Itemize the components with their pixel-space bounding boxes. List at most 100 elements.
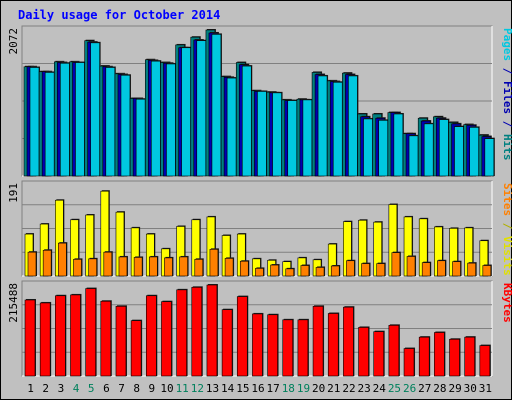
bar-pages-day-18 xyxy=(287,99,298,177)
legend-label: Pages / Files / Hits xyxy=(501,28,512,161)
bar-sites-day-4 xyxy=(73,258,83,277)
x-tick-label: 20 xyxy=(312,382,325,395)
x-tick-label: 23 xyxy=(358,382,371,395)
bar-pages-day-4 xyxy=(75,61,86,177)
bar-kbytes-day-18 xyxy=(282,318,294,377)
bar-sites-day-2 xyxy=(42,249,53,277)
bar-sites-day-31 xyxy=(482,264,492,277)
x-tick-label: 5 xyxy=(88,382,95,395)
bar-pages-day-2 xyxy=(44,71,56,177)
chart-title: Daily usage for October 2014 xyxy=(18,8,220,22)
bar-sites-day-12 xyxy=(194,258,204,277)
bar-kbytes-day-11 xyxy=(176,288,188,377)
panel-pages-files-hits: 2072 Pages / Files / Hits xyxy=(7,25,512,177)
bar-pages-day-3 xyxy=(60,62,71,177)
bar-sites-day-11 xyxy=(179,255,189,277)
bar-pages-day-9 xyxy=(150,60,162,177)
x-tick-label: 1 xyxy=(27,382,34,395)
bar-kbytes-day-10 xyxy=(161,300,173,377)
bar-sites-day-10 xyxy=(164,256,174,277)
bar-kbytes-day-7 xyxy=(115,305,127,377)
bar-pages-day-12 xyxy=(196,39,207,177)
bar-sites-day-28 xyxy=(437,259,447,277)
bar-pages-day-11 xyxy=(181,46,192,177)
bar-pages-day-17 xyxy=(272,91,283,177)
bar-kbytes-day-15 xyxy=(236,295,249,377)
bar-kbytes-day-28 xyxy=(434,331,446,377)
bar-kbytes-day-3 xyxy=(55,294,67,377)
panel-kbytes: 215488 KBytes xyxy=(7,280,512,377)
legend-part: Sites xyxy=(501,183,512,216)
legend-part: / xyxy=(501,114,512,134)
bar-kbytes-day-22 xyxy=(343,306,355,377)
x-tick-label: 19 xyxy=(297,382,310,395)
bar-kbytes-day-17 xyxy=(267,313,279,377)
legend-part: Files xyxy=(501,81,512,114)
bar-sites-day-3 xyxy=(58,242,68,277)
bar-sites-day-20 xyxy=(315,266,326,277)
bar-sites-day-9 xyxy=(148,255,159,277)
bar-sites-day-14 xyxy=(224,257,235,277)
bar-pages-day-13 xyxy=(211,33,222,177)
x-tick-label: 18 xyxy=(282,382,295,395)
bar-sites-day-7 xyxy=(118,255,128,277)
bar-kbytes-day-21 xyxy=(327,312,340,377)
bar-kbytes-day-26 xyxy=(403,347,416,377)
bar-pages-day-6 xyxy=(105,66,116,177)
x-tick-label: 3 xyxy=(58,382,65,395)
bar-sites-day-30 xyxy=(467,262,477,277)
bar-pages-day-24 xyxy=(378,119,389,177)
y-max-label: 215488 xyxy=(7,283,20,323)
bar-pages-day-23 xyxy=(363,117,374,177)
bar-pages-day-28 xyxy=(439,118,450,177)
bar-kbytes-day-23 xyxy=(358,326,370,377)
bar-sites-day-1 xyxy=(27,251,37,277)
bar-kbytes-day-9 xyxy=(145,294,158,377)
bar-kbytes-day-27 xyxy=(418,336,431,377)
x-tick-label: 31 xyxy=(479,382,492,395)
x-tick-label: 4 xyxy=(73,382,80,395)
bar-sites-day-5 xyxy=(88,257,98,277)
x-tick-label: 15 xyxy=(236,382,249,395)
x-tick-label: 27 xyxy=(418,382,431,395)
legend-part: Pages xyxy=(501,28,512,61)
bar-pages-day-25 xyxy=(393,112,404,177)
bar-pages-day-31 xyxy=(484,137,495,177)
bar-pages-day-27 xyxy=(423,122,435,177)
bar-pages-day-19 xyxy=(302,98,313,177)
bar-pages-day-10 xyxy=(166,62,177,177)
x-tick-label: 26 xyxy=(403,382,416,395)
bar-kbytes-day-16 xyxy=(252,312,264,377)
bar-pages-day-5 xyxy=(90,41,101,177)
legend-part: Visits xyxy=(501,236,512,276)
bar-pages-day-30 xyxy=(469,126,480,177)
legend-part: / xyxy=(501,216,512,236)
bar-kbytes-day-8 xyxy=(130,319,143,377)
bar-pages-day-22 xyxy=(348,74,359,177)
bar-sites-day-17 xyxy=(270,264,280,277)
bar-kbytes-day-19 xyxy=(297,318,309,377)
legend-part: KBytes xyxy=(501,283,512,323)
x-tick-label: 2 xyxy=(42,382,49,395)
bar-sites-day-8 xyxy=(133,256,144,277)
x-tick-label: 21 xyxy=(327,382,340,395)
bar-sites-day-15 xyxy=(239,260,250,277)
bar-kbytes-day-30 xyxy=(464,336,476,377)
legend-label: Sites / Visits xyxy=(501,183,512,276)
x-tick-label: 22 xyxy=(342,382,355,395)
x-tick-label: 16 xyxy=(251,382,264,395)
bar-pages-day-26 xyxy=(408,134,420,177)
panel-sites-visits: 191 Sites / Visits xyxy=(7,180,512,277)
legend-part: / xyxy=(501,61,512,81)
y-max-label: 191 xyxy=(7,183,20,203)
bar-sites-day-25 xyxy=(391,251,401,277)
bar-sites-day-19 xyxy=(300,264,310,277)
x-tick-label: 29 xyxy=(448,382,461,395)
bar-kbytes-day-13 xyxy=(206,284,218,377)
bar-sites-day-18 xyxy=(285,267,295,277)
bar-pages-day-7 xyxy=(120,74,131,177)
x-tick-label: 14 xyxy=(221,382,235,395)
bar-pages-day-29 xyxy=(454,125,465,177)
bar-pages-day-15 xyxy=(241,65,253,177)
